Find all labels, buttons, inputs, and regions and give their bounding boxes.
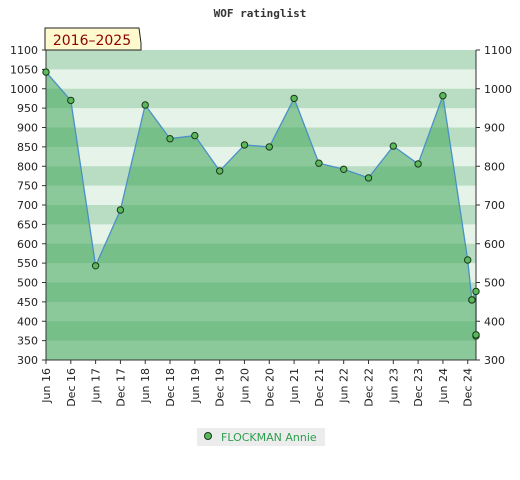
y-tick-label: 600 — [17, 238, 38, 251]
background-band — [46, 50, 476, 70]
data-point — [116, 206, 125, 214]
background-band — [46, 108, 476, 128]
series-line — [45, 71, 477, 336]
data-area — [45, 71, 477, 360]
data-point — [290, 94, 298, 103]
y-tick-label: 1000 — [10, 83, 38, 96]
data-point — [216, 167, 224, 175]
y-tick-label-right: 1100 — [484, 44, 512, 57]
y-tick-label: 400 — [17, 315, 38, 328]
data-point — [141, 101, 149, 109]
x-tick-label: Dec 24 — [462, 368, 475, 407]
background-band — [46, 88, 476, 109]
series-area — [46, 72, 476, 360]
y-axis-left: 300 350 400 450 500 550 600 650 700 750 800 850 900 9… — [10, 44, 47, 367]
data-point — [166, 135, 174, 143]
y-tick-label-right: 900 — [484, 122, 505, 135]
y-tick-label-right: 500 — [484, 277, 505, 290]
legend: FLOCKMAN Annie — [197, 428, 325, 446]
data-point — [439, 92, 447, 100]
data-point — [364, 174, 373, 182]
x-tick-label: Jun 21 — [288, 368, 301, 404]
x-tick-label: Dec 17 — [114, 368, 127, 407]
y-tick-label-right: 300 — [484, 354, 505, 367]
legend-marker — [204, 432, 212, 440]
y-tick-label: 1050 — [10, 63, 38, 76]
data-point — [191, 131, 199, 140]
x-tick-label: Jun 16 — [40, 368, 53, 404]
x-tick-label: Jun 23 — [387, 368, 400, 404]
y-tick-label-right: 800 — [484, 160, 505, 173]
y-tick-label: 900 — [17, 122, 38, 135]
x-tick-label: Jun 22 — [338, 368, 351, 404]
y-tick-label-right: 600 — [484, 238, 505, 251]
data-point — [389, 142, 397, 150]
data-point — [240, 141, 249, 149]
y-tick-label: 800 — [17, 160, 38, 173]
y-axis-right: 300 400 500 600 700 800 900 1000 1100 — [475, 44, 512, 367]
x-tick-label: Dec 20 — [263, 368, 276, 407]
data-point — [67, 96, 75, 105]
chart-title: WOF ratinglist — [214, 7, 307, 20]
legend-label: FLOCKMAN Annie — [221, 431, 317, 444]
y-tick-label: 1100 — [10, 44, 38, 57]
data-point — [468, 296, 476, 304]
y-tick-label: 450 — [17, 296, 38, 309]
data-markers — [42, 68, 480, 340]
y-tick-label: 650 — [17, 218, 38, 231]
data-point — [464, 256, 472, 264]
x-tick-label: Dec 19 — [214, 368, 227, 407]
data-point — [340, 165, 348, 174]
y-tick-label: 500 — [17, 277, 38, 290]
y-tick-label-right: 400 — [484, 315, 505, 328]
data-point — [414, 160, 422, 168]
y-tick-label: 700 — [17, 199, 38, 212]
data-point — [91, 262, 100, 270]
period-badge: 2016–2025 — [44, 27, 142, 51]
y-tick-label: 350 — [17, 335, 38, 348]
background-band — [46, 127, 476, 148]
x-tick-label: Dec 16 — [65, 368, 78, 407]
y-tick-label-right: 1000 — [484, 83, 512, 96]
y-tick-label: 950 — [17, 102, 38, 115]
y-tick-label: 850 — [17, 141, 38, 154]
period-badge-label: 2016–2025 — [53, 33, 131, 49]
x-tick-label: Dec 22 — [363, 368, 376, 407]
x-tick-label: Jun 24 — [437, 368, 450, 404]
y-tick-label-right: 700 — [484, 199, 505, 212]
x-tick-label: Dec 18 — [164, 368, 177, 407]
y-tick-label: 750 — [17, 180, 38, 193]
x-tick-label: Dec 23 — [412, 368, 425, 407]
y-tick-label: 300 — [17, 354, 38, 367]
x-tick-label: Jun 20 — [238, 368, 251, 404]
x-axis: Jun 16 Dec 16 Jun 17 Dec 17 Jun 18 Dec 18 Jun … — [40, 359, 476, 407]
x-tick-label: Jun 17 — [90, 368, 103, 404]
data-point — [472, 287, 480, 296]
data-point — [472, 331, 480, 339]
data-point — [265, 143, 273, 151]
data-point — [42, 68, 50, 76]
x-tick-label: Dec 21 — [313, 368, 326, 407]
x-tick-label: Jun 18 — [139, 368, 152, 404]
data-point — [315, 159, 323, 167]
background-band — [46, 69, 476, 90]
x-tick-label: Jun 19 — [189, 368, 202, 404]
y-tick-label: 550 — [17, 257, 38, 270]
